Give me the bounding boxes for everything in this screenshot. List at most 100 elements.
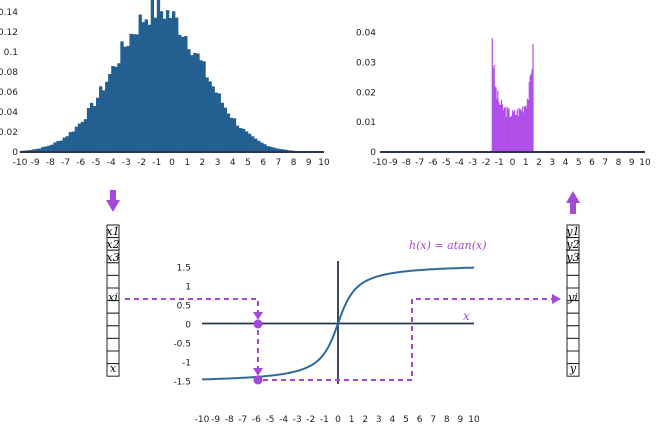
left-y-tick-label: 0.12 bbox=[0, 28, 18, 38]
atan-curve bbox=[202, 266, 474, 381]
right-histogram-bar bbox=[497, 90, 499, 152]
left-histogram-bar bbox=[260, 142, 264, 152]
left-histogram-bar bbox=[92, 106, 97, 152]
right-x-tick-label: -5 bbox=[442, 158, 451, 168]
right-histogram-bar bbox=[521, 111, 523, 152]
right-x-tick-label: 1 bbox=[523, 158, 529, 168]
left-histogram-bar bbox=[35, 148, 39, 152]
right-histogram-bar bbox=[515, 114, 517, 152]
vector-cell bbox=[566, 312, 580, 327]
left-x-tick-label: -4 bbox=[107, 158, 116, 168]
right-histogram: 00.010.020.030.04 -10 -9 -8 -7 -6 -5 -4 -3 -2 -1 0… bbox=[356, 29, 651, 168]
atan-x-tick-label: -10 bbox=[195, 415, 210, 425]
vector-cell bbox=[566, 325, 580, 339]
right-x-tick-label: -1 bbox=[495, 158, 504, 168]
right-x-tick-label: 7 bbox=[602, 158, 608, 168]
right-x-tick-label: -10 bbox=[373, 158, 388, 168]
right-histogram-bar bbox=[512, 112, 515, 152]
left-histogram-bar bbox=[193, 52, 197, 153]
left-histogram-bar bbox=[220, 102, 224, 152]
right-histogram-bar bbox=[513, 109, 516, 152]
right-histogram-bar bbox=[524, 106, 526, 152]
left-x-tick-label: -9 bbox=[31, 158, 40, 168]
left-histogram-bar bbox=[266, 146, 270, 152]
right-y-tick-label: 0.02 bbox=[356, 88, 376, 98]
output-label-y2: y2 bbox=[565, 238, 579, 251]
right-histogram-bar bbox=[492, 67, 494, 152]
left-x-tick-label: -3 bbox=[122, 158, 131, 168]
left-x-tick-label: 2 bbox=[200, 158, 206, 168]
atan-x-tick-label: -9 bbox=[211, 415, 220, 425]
right-x-tick-label: -9 bbox=[389, 158, 398, 168]
atan-x-tick-label: 9 bbox=[458, 415, 464, 425]
left-histogram-bar bbox=[202, 61, 206, 152]
left-histogram-bar bbox=[165, 10, 170, 152]
left-histogram-bar bbox=[59, 140, 63, 152]
right-x-tick-label: 0 bbox=[510, 158, 516, 168]
up-arrow-icon bbox=[566, 191, 580, 214]
right-x-tick-label: -8 bbox=[402, 158, 411, 168]
left-x-tick-label: 7 bbox=[276, 158, 282, 168]
right-histogram-bar bbox=[529, 75, 531, 152]
right-y-tick-label: 0.01 bbox=[356, 118, 376, 128]
left-histogram-bar bbox=[241, 128, 246, 152]
left-x-tick-label: 5 bbox=[245, 158, 251, 168]
atan-x-tick-label: -1 bbox=[320, 415, 329, 425]
right-x-tick-label: 10 bbox=[639, 158, 651, 168]
input-label-x3: x3 bbox=[106, 251, 119, 264]
left-histogram-bar bbox=[156, 0, 161, 153]
left-histogram-bar bbox=[117, 63, 121, 152]
right-histogram-bar bbox=[505, 116, 507, 152]
left-histogram-bar bbox=[229, 117, 234, 152]
output-dashed-line bbox=[263, 298, 553, 381]
left-histogram-bar bbox=[38, 148, 42, 152]
left-histogram-bar bbox=[190, 55, 194, 152]
right-histogram-bar bbox=[532, 43, 534, 152]
vector-cell bbox=[106, 337, 120, 352]
left-x-tick-label: 10 bbox=[318, 158, 330, 168]
left-histogram-bar bbox=[217, 93, 221, 152]
left-histogram-bar bbox=[248, 133, 252, 152]
down-arrowhead-icon bbox=[253, 312, 263, 320]
left-histogram-bar bbox=[105, 81, 109, 152]
left-y-tick-label: 0.1 bbox=[4, 48, 18, 58]
right-histogram-bar bbox=[500, 99, 503, 152]
left-histogram-bar bbox=[29, 149, 33, 152]
atan-x-ticks: -10 -9 -8 -7 -6 -5 -4 -3 -2 -1 0 1 2 3 4 5 6 7 8 9 10 bbox=[195, 415, 480, 425]
input-label-xi: xi bbox=[108, 291, 118, 304]
left-histogram-bar bbox=[47, 145, 51, 152]
right-histogram-bar bbox=[511, 115, 513, 152]
left-histogram-bar bbox=[181, 36, 185, 152]
right-histogram-bar bbox=[526, 98, 529, 152]
atan-plot: 1.510.50-0.5-1-1.5 -10 -9 -8 -7 -6 -5 -4 -3 -2 -1… bbox=[173, 239, 486, 425]
left-x-tick-label: 3 bbox=[215, 158, 221, 168]
left-histogram-bar bbox=[77, 123, 82, 152]
atan-x-tick-label: -7 bbox=[238, 415, 247, 425]
left-histogram-bar bbox=[281, 149, 285, 152]
right-histogram-bar bbox=[510, 116, 512, 152]
right-x-tick-label: -6 bbox=[429, 158, 438, 168]
left-histogram-bar bbox=[150, 0, 155, 153]
atan-y-tick-label: -1.5 bbox=[173, 378, 191, 388]
mapping-path bbox=[125, 298, 553, 381]
left-histogram-bar bbox=[108, 73, 112, 152]
left-x-tick-label: -2 bbox=[137, 158, 146, 168]
left-y-tick-label: 0.02 bbox=[0, 128, 18, 138]
left-histogram-bar bbox=[278, 148, 282, 152]
left-histogram-bar bbox=[80, 121, 85, 152]
right-x-tick-label: -4 bbox=[455, 158, 464, 168]
right-histogram-bar bbox=[517, 116, 519, 152]
right-histogram-bar bbox=[504, 107, 506, 152]
left-histogram-bars bbox=[20, 0, 304, 153]
vector-cell bbox=[566, 337, 580, 352]
left-x-tick-label: -1 bbox=[152, 158, 161, 168]
atan-x-tick-label: -2 bbox=[306, 415, 315, 425]
left-histogram-bar bbox=[120, 41, 124, 152]
left-histogram-bar bbox=[74, 126, 79, 152]
left-histogram-bar bbox=[269, 146, 273, 152]
atan-y-tick-label: 0.5 bbox=[177, 302, 191, 312]
atan-x-tick-label: 3 bbox=[376, 415, 382, 425]
right-x-tick-label: 3 bbox=[549, 158, 555, 168]
right-histogram-bar bbox=[524, 105, 527, 152]
